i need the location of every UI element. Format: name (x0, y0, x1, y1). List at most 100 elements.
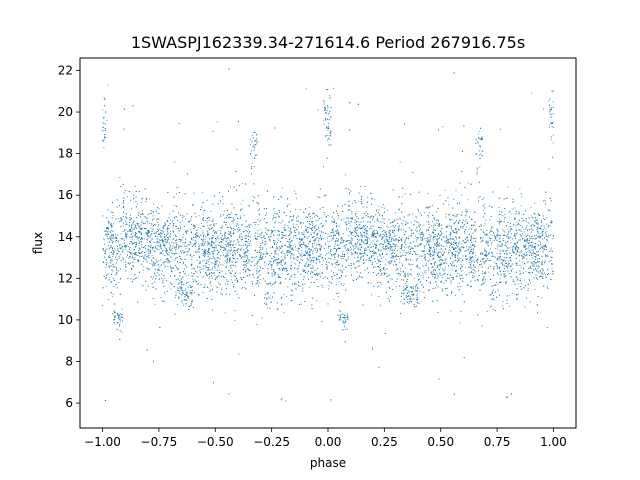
data-point (364, 253, 366, 255)
data-point (384, 248, 386, 250)
data-point (185, 241, 187, 243)
data-point (482, 231, 484, 233)
data-point (500, 235, 501, 237)
data-point (528, 278, 530, 280)
data-point (327, 113, 329, 115)
data-point (348, 235, 350, 236)
data-point (307, 237, 308, 239)
data-point (239, 272, 241, 274)
data-point (235, 254, 237, 255)
data-point (536, 229, 538, 231)
data-point (238, 241, 240, 243)
data-point (274, 229, 276, 231)
data-point (474, 245, 476, 247)
data-point (203, 236, 204, 237)
data-point (218, 257, 219, 259)
data-point (278, 235, 280, 237)
data-point (453, 229, 455, 231)
data-point (158, 208, 160, 210)
data-point (395, 235, 397, 237)
data-point (202, 255, 204, 256)
data-point (489, 219, 491, 221)
data-point (281, 398, 283, 399)
data-point (386, 209, 388, 211)
data-point (176, 252, 178, 254)
data-point (253, 140, 255, 142)
data-point (168, 238, 170, 240)
data-point (321, 273, 323, 274)
data-point (532, 263, 534, 265)
data-point (394, 212, 396, 214)
data-point (430, 248, 432, 250)
data-point (452, 237, 454, 239)
data-point (543, 249, 545, 251)
data-point (205, 219, 207, 221)
data-point (249, 144, 251, 146)
data-point (346, 250, 348, 252)
data-point (148, 198, 150, 200)
data-point (192, 275, 194, 277)
data-point (171, 247, 173, 249)
data-point (524, 234, 526, 236)
data-point (394, 249, 396, 251)
data-point (543, 218, 545, 220)
data-point (387, 275, 389, 277)
data-point (202, 230, 204, 232)
data-point (473, 237, 475, 239)
data-point (336, 230, 338, 232)
data-point (117, 259, 119, 261)
data-point (305, 209, 306, 210)
data-point (239, 210, 241, 211)
data-point (240, 248, 242, 250)
data-point (177, 288, 179, 290)
data-point (282, 265, 284, 267)
data-point (122, 219, 123, 221)
data-point (239, 215, 241, 217)
data-point (206, 269, 208, 271)
data-point (527, 287, 529, 289)
data-point (281, 250, 283, 252)
data-point (415, 229, 417, 231)
data-point (344, 325, 346, 327)
data-point (143, 255, 145, 257)
data-point (107, 227, 109, 229)
data-point (209, 276, 211, 278)
data-point (494, 257, 496, 259)
data-point (131, 240, 133, 242)
data-point (110, 236, 112, 238)
data-point (242, 182, 244, 184)
data-point (191, 293, 193, 295)
data-point (170, 230, 171, 232)
data-point (160, 235, 162, 237)
data-point (507, 186, 509, 188)
data-point (141, 197, 143, 199)
data-point (360, 228, 362, 230)
data-point (145, 232, 147, 234)
data-point (293, 273, 295, 275)
data-point (494, 256, 496, 258)
data-point (400, 301, 402, 303)
data-point (381, 215, 383, 216)
data-point (319, 255, 321, 257)
data-point (267, 292, 269, 294)
data-point (117, 287, 119, 289)
data-point (475, 228, 477, 230)
data-point (230, 186, 232, 188)
data-point (507, 236, 509, 238)
data-point (434, 262, 436, 264)
data-point (217, 252, 219, 253)
data-point (346, 318, 348, 320)
data-point (229, 271, 231, 273)
data-point (378, 272, 380, 274)
data-point (157, 260, 159, 262)
data-point (431, 271, 433, 273)
data-point (506, 396, 508, 398)
data-point (531, 237, 532, 239)
data-point (550, 107, 552, 109)
data-point (485, 279, 486, 281)
data-point (111, 258, 113, 260)
data-point (429, 255, 431, 257)
data-point (318, 228, 320, 230)
data-point (183, 304, 185, 306)
data-point (241, 288, 243, 289)
